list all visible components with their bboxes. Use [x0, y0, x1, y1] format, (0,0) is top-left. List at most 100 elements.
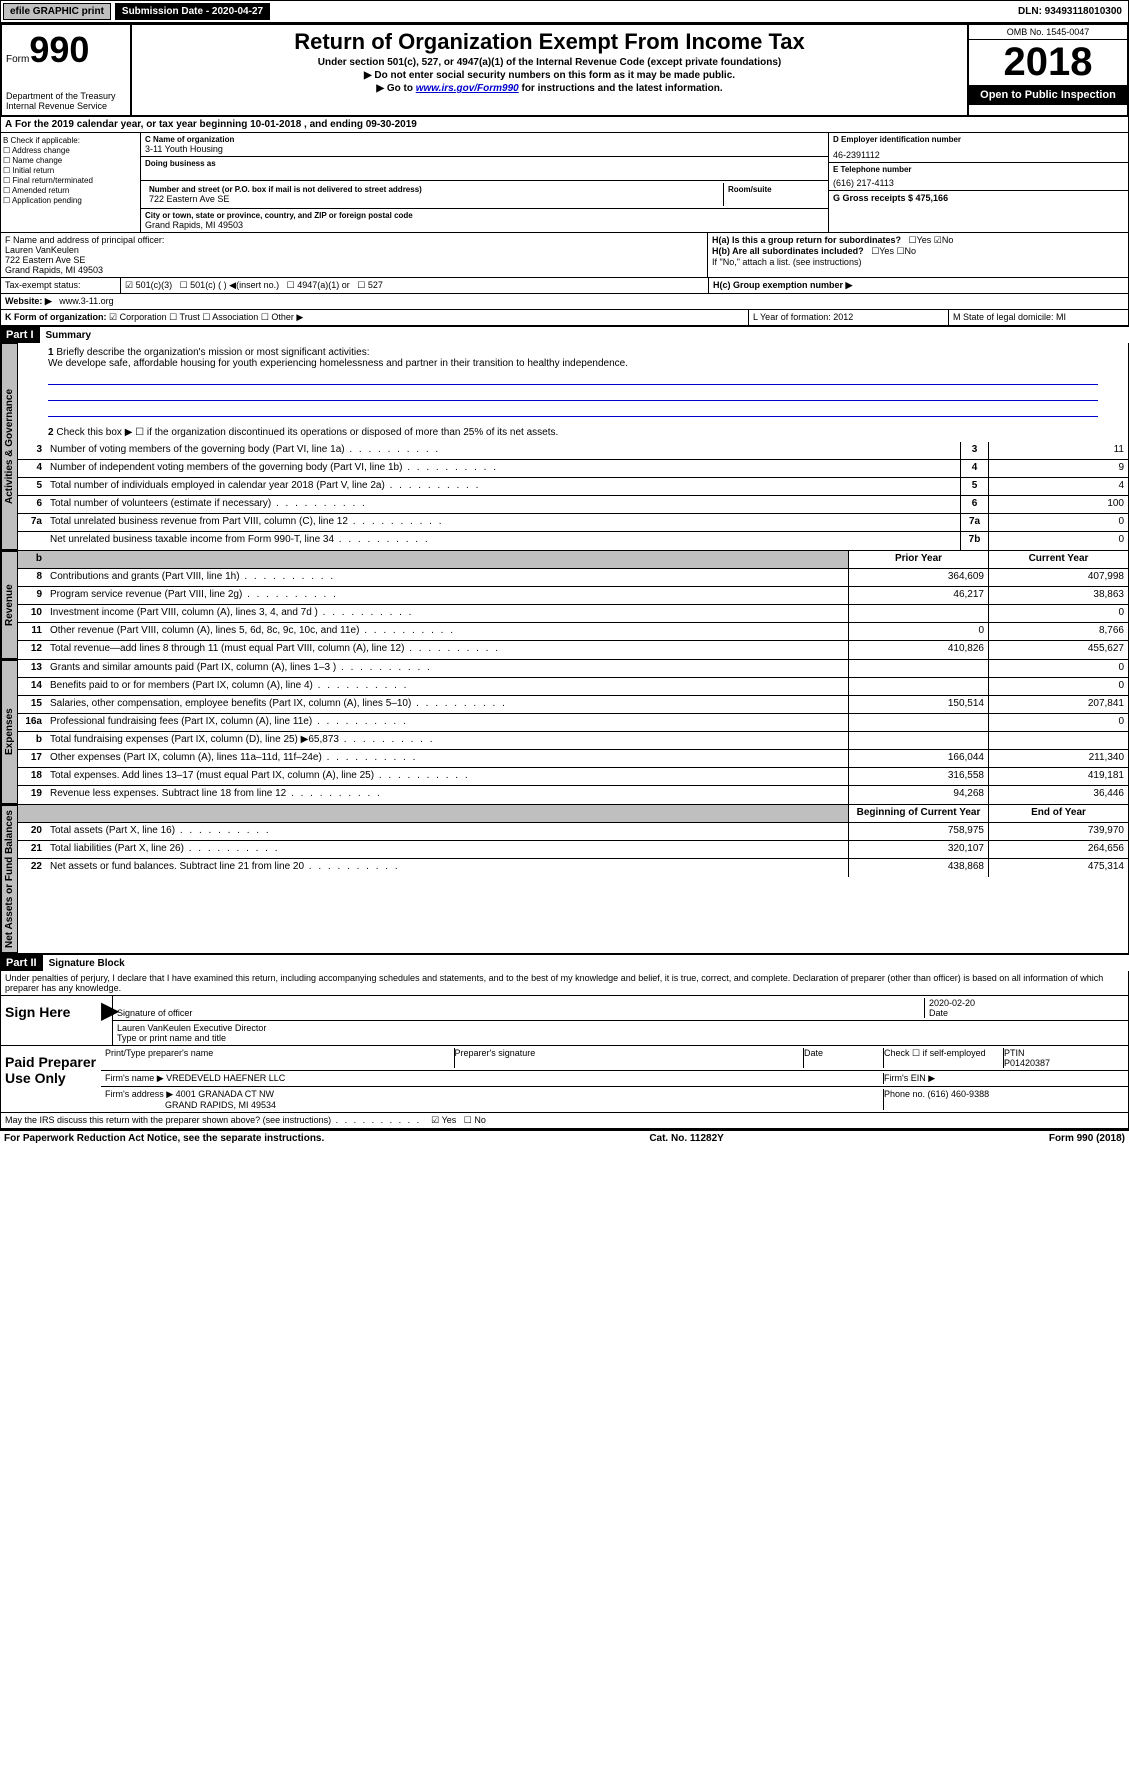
- org-name-cell: C Name of organization 3-11 Youth Housin…: [141, 133, 828, 157]
- b-opt[interactable]: ☐ Initial return: [3, 166, 138, 175]
- h-b: H(b) Are all subordinates included? ☐Yes…: [712, 246, 1124, 257]
- table-row: 12Total revenue—add lines 8 through 11 (…: [18, 641, 1128, 659]
- table-row: 21Total liabilities (Part X, line 26)320…: [18, 841, 1128, 859]
- room-cell: Room/suite: [724, 183, 824, 206]
- netassets-section: Net Assets or Fund Balances Beginning of…: [0, 805, 1129, 954]
- ein-cell: D Employer identification number46-23911…: [829, 133, 1128, 163]
- irs-link[interactable]: www.irs.gov/Form990: [416, 83, 519, 94]
- sign-here-label: Sign Here: [1, 996, 101, 1045]
- line-a: A For the 2019 calendar year, or tax yea…: [0, 117, 1129, 133]
- form-header: Form990 Department of the Treasury Inter…: [0, 23, 1129, 117]
- firm-phone: Phone no. (616) 460-9388: [884, 1089, 1124, 1110]
- city-cell: City or town, state or province, country…: [141, 209, 828, 232]
- dln: DLN: 93493118010300: [1012, 4, 1128, 19]
- prior-year-hdr: Prior Year: [848, 551, 988, 568]
- table-row: 22Net assets or fund balances. Subtract …: [18, 859, 1128, 877]
- section-b: B Check if applicable: ☐ Address change …: [1, 133, 141, 232]
- dept: Department of the Treasury Internal Reve…: [6, 91, 126, 111]
- dba-cell: Doing business as: [141, 157, 828, 181]
- org-name: 3-11 Youth Housing: [145, 144, 824, 154]
- year-formation: L Year of formation: 2012: [748, 310, 948, 325]
- end-year-hdr: End of Year: [988, 805, 1128, 822]
- address-cell: Number and street (or P.O. box if mail i…: [145, 183, 724, 206]
- l1-label: Briefly describe the organization's miss…: [56, 347, 369, 358]
- table-row: 6Total number of volunteers (estimate if…: [18, 496, 1128, 514]
- tax-year: 2018: [969, 40, 1127, 85]
- table-row: 9Program service revenue (Part VIII, lin…: [18, 587, 1128, 605]
- h-b2: If "No," attach a list. (see instruction…: [712, 257, 1124, 267]
- form-number: Form990: [6, 29, 126, 71]
- b-opt[interactable]: ☐ Application pending: [3, 196, 138, 205]
- footer-left: For Paperwork Reduction Act Notice, see …: [4, 1133, 324, 1144]
- row-klm: K Form of organization: ☑ Corporation ☐ …: [0, 310, 1129, 326]
- gross-cell: G Gross receipts $ 475,166: [829, 191, 1128, 205]
- officer-name: Lauren VanKeulen: [5, 245, 703, 255]
- sig-officer-lbl: Signature of officer: [117, 1008, 924, 1018]
- b-opt[interactable]: ☐ Address change: [3, 146, 138, 155]
- footer: For Paperwork Reduction Act Notice, see …: [0, 1129, 1129, 1146]
- tab-netassets: Net Assets or Fund Balances: [1, 805, 18, 953]
- h-a: H(a) Is this a group return for subordin…: [712, 235, 1124, 246]
- firm-ein-lbl: Firm's EIN ▶: [884, 1073, 1124, 1084]
- row-fh: F Name and address of principal officer:…: [0, 233, 1129, 278]
- preparer-date-lbl: Date: [804, 1048, 884, 1068]
- table-row: bTotal fundraising expenses (Part IX, co…: [18, 732, 1128, 750]
- table-row: Net unrelated business taxable income fr…: [18, 532, 1128, 550]
- revenue-section: Revenue bPrior YearCurrent Year 8Contrib…: [0, 551, 1129, 660]
- table-row: 10Investment income (Part VIII, column (…: [18, 605, 1128, 623]
- table-row: 15Salaries, other compensation, employee…: [18, 696, 1128, 714]
- table-row: 20Total assets (Part X, line 16)758,9757…: [18, 823, 1128, 841]
- table-row: 19Revenue less expenses. Subtract line 1…: [18, 786, 1128, 804]
- expenses-section: Expenses 13Grants and similar amounts pa…: [0, 660, 1129, 805]
- current-year-hdr: Current Year: [988, 551, 1128, 568]
- table-row: 14Benefits paid to or for members (Part …: [18, 678, 1128, 696]
- b-opt[interactable]: ☐ Name change: [3, 156, 138, 165]
- table-row: 16aProfessional fundraising fees (Part I…: [18, 714, 1128, 732]
- officer-addr: 722 Eastern Ave SE: [5, 255, 703, 265]
- table-row: 3Number of voting members of the governi…: [18, 442, 1128, 460]
- part1-header: Part I Summary: [0, 326, 1129, 343]
- b-opt[interactable]: ☐ Final return/terminated: [3, 176, 138, 185]
- part2-header: Part II Signature Block: [0, 954, 1129, 971]
- discuss-line: May the IRS discuss this return with the…: [0, 1113, 1129, 1129]
- open-public: Open to Public Inspection: [969, 85, 1127, 105]
- top-bar: efile GRAPHIC print Submission Date - 20…: [0, 0, 1129, 23]
- omb: OMB No. 1545-0047: [969, 25, 1127, 40]
- table-row: 13Grants and similar amounts paid (Part …: [18, 660, 1128, 678]
- officer-printed: Lauren VanKeulen Executive Director: [117, 1023, 1124, 1033]
- signature-area: Sign Here ▶ Signature of officer2020-02-…: [0, 996, 1129, 1113]
- f-label: F Name and address of principal officer:: [5, 235, 703, 245]
- tab-expenses: Expenses: [1, 660, 18, 804]
- b-header: B Check if applicable:: [3, 136, 138, 145]
- cat-no: Cat. No. 11282Y: [649, 1133, 723, 1144]
- h-c: H(c) Group exemption number ▶: [708, 278, 1128, 293]
- firm-addr: 4001 GRANADA CT NW: [176, 1089, 274, 1099]
- sig-date: 2020-02-20: [929, 998, 1124, 1008]
- sub3: ▶ Go to www.irs.gov/Form990 for instruct…: [136, 83, 963, 94]
- table-row: 8Contributions and grants (Part VIII, li…: [18, 569, 1128, 587]
- preparer-name-lbl: Print/Type preparer's name: [105, 1048, 455, 1068]
- preparer-sig-lbl: Preparer's signature: [455, 1048, 805, 1068]
- sub1: Under section 501(c), 527, or 4947(a)(1)…: [136, 57, 963, 68]
- table-row: 11Other revenue (Part VIII, column (A), …: [18, 623, 1128, 641]
- sub2: ▶ Do not enter social security numbers o…: [136, 70, 963, 81]
- i-label: Tax-exempt status:: [1, 278, 121, 293]
- ptin: P01420387: [1004, 1058, 1124, 1068]
- phone-cell: E Telephone number(616) 217-4113: [829, 163, 1128, 191]
- tab-governance: Activities & Governance: [1, 343, 18, 550]
- efile-btn[interactable]: efile GRAPHIC print: [3, 3, 111, 20]
- mission-text: We develope safe, affordable housing for…: [48, 358, 628, 369]
- tab-revenue: Revenue: [1, 551, 18, 659]
- declaration: Under penalties of perjury, I declare th…: [0, 971, 1129, 996]
- self-employed-check[interactable]: Check ☐ if self-employed: [884, 1048, 1004, 1068]
- firm-name: VREDEVELD HAEFNER LLC: [166, 1073, 285, 1083]
- table-row: 18Total expenses. Add lines 13–17 (must …: [18, 768, 1128, 786]
- table-row: 5Total number of individuals employed in…: [18, 478, 1128, 496]
- l2-text: Check this box ▶ ☐ if the organization d…: [56, 427, 558, 438]
- row-j: Website: ▶ www.3-11.org: [0, 294, 1129, 310]
- b-opt[interactable]: ☐ Amended return: [3, 186, 138, 195]
- table-row: 17Other expenses (Part IX, column (A), l…: [18, 750, 1128, 768]
- table-row: 7aTotal unrelated business revenue from …: [18, 514, 1128, 532]
- row-i: Tax-exempt status: ☑ 501(c)(3) ☐ 501(c) …: [0, 278, 1129, 294]
- website[interactable]: www.3-11.org: [59, 296, 113, 306]
